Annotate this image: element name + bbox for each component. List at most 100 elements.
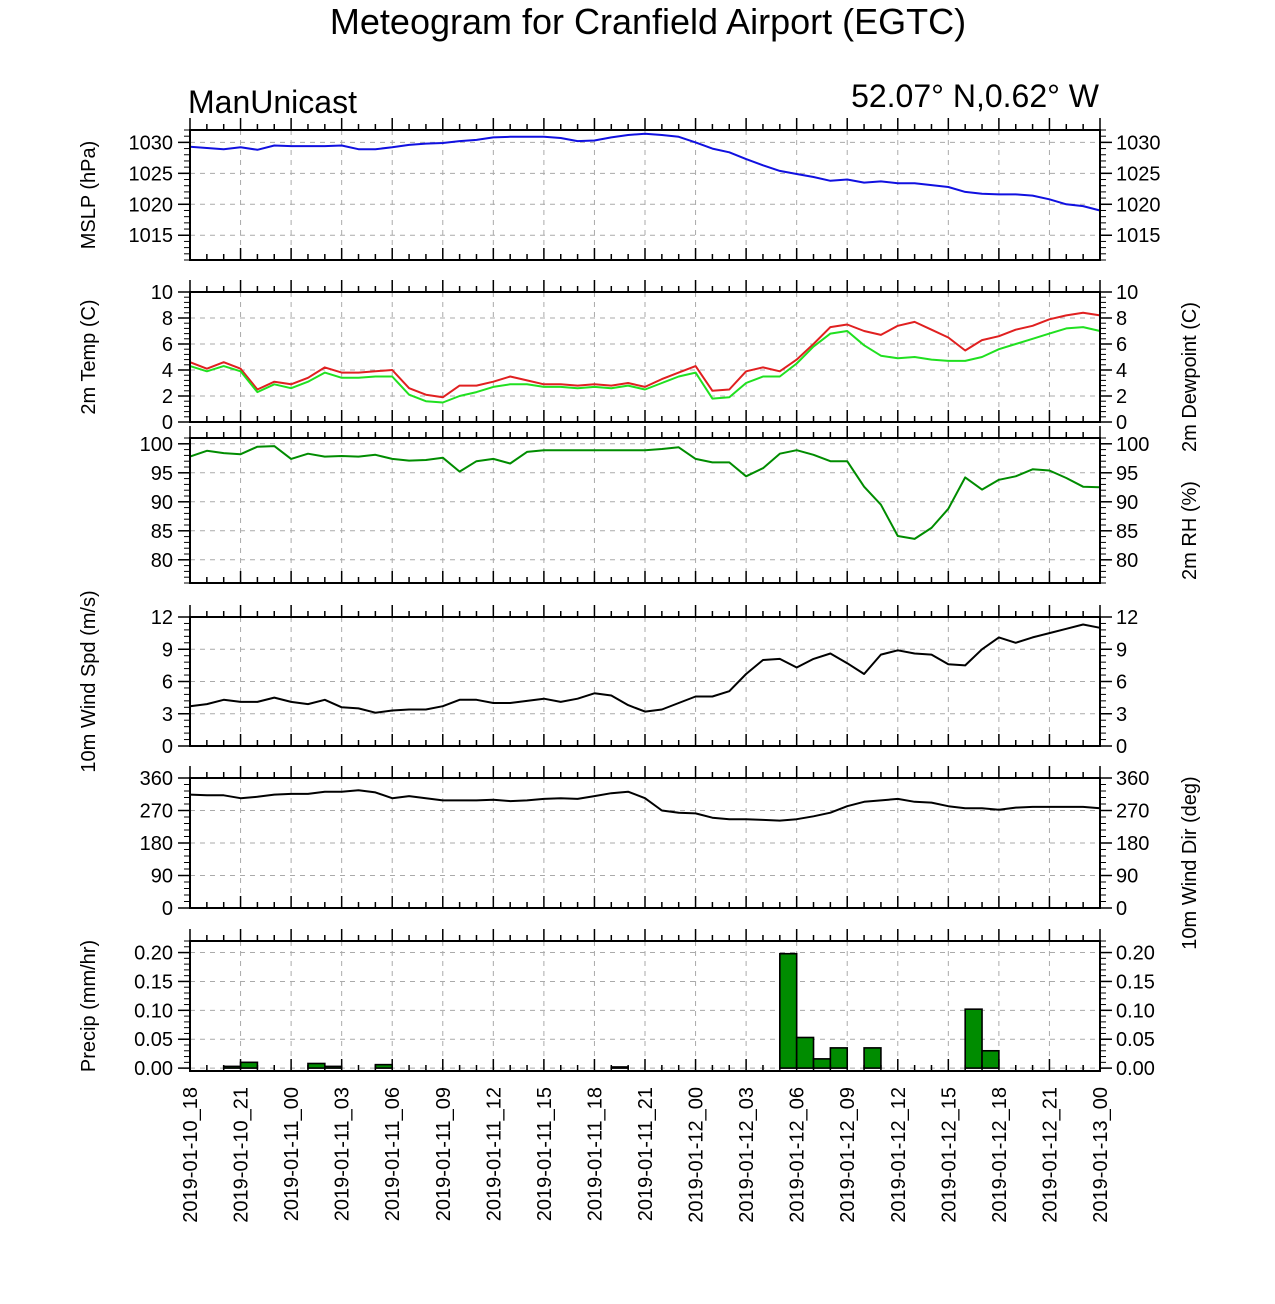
wind-line	[189, 623, 1101, 714]
y-tick-label-right: 270	[1116, 801, 1149, 823]
temp-line	[189, 311, 1101, 399]
y-tick-label-left: 0	[162, 736, 173, 758]
precip-bar	[964, 1008, 983, 1069]
y-tick-label-right: 0.00	[1116, 1058, 1155, 1080]
y-tick-label-left: 0.05	[134, 1029, 173, 1051]
y-axis-title-left: 10m Wind Spd (m/s)	[78, 590, 100, 772]
time-label: 2019-01-12_00	[686, 1087, 708, 1223]
y-tick-label-left: 12	[151, 607, 173, 629]
y-tick-label-right: 180	[1116, 833, 1149, 855]
y-axis-title-left: 2m Temp (C)	[78, 299, 100, 414]
y-tick-label-right: 0.20	[1116, 943, 1155, 965]
precip-bar	[829, 1047, 849, 1069]
y-tick-label-left: 90	[151, 866, 173, 888]
y-tick-label-left: 0.20	[134, 943, 173, 965]
time-label: 2019-01-11_00	[281, 1087, 303, 1221]
time-label: 2019-01-11_18	[584, 1087, 606, 1221]
precip-bar	[795, 1036, 815, 1069]
y-tick-label-right: 1020	[1116, 194, 1161, 216]
y-tick-label-right: 6	[1116, 672, 1127, 694]
y-tick-label-left: 1030	[129, 132, 174, 154]
time-label: 2019-01-11_12	[483, 1087, 505, 1221]
station-name: ManUnicast	[188, 84, 357, 120]
y-axis-title-right: 2m RH (%)	[1179, 481, 1201, 580]
y-tick-label-right: 360	[1116, 768, 1149, 790]
y-tick-label-right: 0	[1116, 736, 1127, 758]
y-tick-label-left: 2	[162, 386, 173, 408]
time-axis-labels: 2019-01-10_18 2019-01-10_21 2019-01-11_00 2…	[180, 1087, 1112, 1223]
y-tick-label-left: 85	[151, 521, 173, 543]
y-tick-label-right: 3	[1116, 704, 1127, 726]
y-tick-label-left: 80	[151, 550, 173, 572]
time-label: 2019-01-12_12	[888, 1087, 910, 1223]
dewpoint-line	[189, 326, 1101, 404]
precip-bar	[981, 1049, 1000, 1069]
y-tick-label-left: 6	[162, 334, 173, 356]
y-axis-title-right: 10m Wind Dir (deg)	[1179, 776, 1201, 949]
y-tick-label-left: 0	[162, 412, 173, 434]
y-axis-title-right: 2m Dewpoint (C)	[1179, 302, 1201, 452]
y-tick-label-left: 95	[151, 463, 173, 485]
precip-bar	[239, 1061, 259, 1069]
y-axis-title-left: Precip (mm/hr)	[78, 940, 100, 1072]
y-tick-label-left: 10	[151, 282, 173, 304]
time-label: 2019-01-12_03	[736, 1087, 758, 1223]
y-tick-label-left: 1020	[129, 194, 174, 216]
y-tick-label-left: 6	[162, 672, 173, 694]
y-tick-label-left: 4	[162, 360, 173, 382]
precip-bar	[779, 952, 798, 1069]
y-tick-label-right: 1015	[1116, 225, 1161, 247]
y-tick-label-right: 6	[1116, 334, 1127, 356]
panel-6: 0.00 0.00 0.05 0.05 0.10 0.10 0.15 0.15 0.20 0.20…	[78, 929, 1155, 1080]
y-tick-label-right: 1030	[1116, 132, 1161, 154]
station-coordinates: 52.07° N,0.62° W	[851, 78, 1100, 114]
y-tick-label-right: 0	[1116, 412, 1127, 434]
y-tick-label-left: 270	[140, 801, 173, 823]
time-label: 2019-01-11_06	[382, 1087, 404, 1221]
y-tick-label-right: 0.05	[1116, 1029, 1155, 1051]
time-label: 2019-01-11_03	[332, 1087, 354, 1221]
y-tick-label-right: 0.10	[1116, 1000, 1155, 1022]
precip-bar	[863, 1047, 882, 1069]
y-tick-label-right: 4	[1116, 360, 1127, 382]
y-tick-label-right: 90	[1116, 866, 1138, 888]
time-label: 2019-01-11_15	[534, 1087, 556, 1221]
rh-line	[189, 445, 1101, 540]
y-tick-label-right: 95	[1116, 463, 1138, 485]
panel-4: 0 0 3 3 6 6 9 9 12 12 10m Wind Spd (m/s)	[78, 590, 1138, 772]
mslp-line	[189, 132, 1101, 212]
time-label: 2019-01-12_21	[1039, 1087, 1061, 1223]
wind-line	[189, 789, 1101, 822]
time-label: 2019-01-11_09	[433, 1087, 455, 1221]
precip-bar	[610, 1066, 629, 1069]
y-tick-label-left: 180	[140, 833, 173, 855]
y-tick-label-right: 1025	[1116, 163, 1161, 185]
time-label: 2019-01-11_21	[635, 1087, 657, 1221]
y-tick-label-left: 360	[140, 768, 173, 790]
y-tick-label-left: 1025	[129, 163, 174, 185]
time-label: 2019-01-12_09	[837, 1087, 859, 1223]
time-label: 2019-01-13_00	[1090, 1087, 1112, 1223]
precip-bar	[812, 1058, 832, 1069]
time-label: 2019-01-12_18	[989, 1087, 1011, 1223]
y-tick-label-right: 100	[1116, 434, 1149, 456]
y-tick-label-right: 2	[1116, 386, 1127, 408]
y-tick-label-right: 85	[1116, 521, 1138, 543]
y-axis-title-left: MSLP (hPa)	[78, 141, 100, 250]
time-label: 2019-01-10_18	[180, 1087, 202, 1223]
y-tick-label-right: 0.15	[1116, 971, 1155, 993]
y-tick-label-left: 90	[151, 492, 173, 514]
time-label: 2019-01-10_21	[231, 1087, 253, 1223]
panel-5: 0 0 90 90 180 180 270 270 360 360 10m Wind Dir (de…	[140, 766, 1201, 950]
y-tick-label-left: 0	[162, 898, 173, 920]
y-tick-label-left: 1015	[129, 225, 174, 247]
precip-bar	[222, 1065, 242, 1069]
panel-1: 1015 1015 1020 1020 1025 1025 1030 1030 MSLP (hP…	[78, 118, 1161, 261]
time-label: 2019-01-12_15	[938, 1087, 960, 1223]
precip-bar	[374, 1063, 394, 1069]
y-tick-label-right: 8	[1116, 308, 1127, 330]
y-tick-label-left: 0.10	[134, 1000, 173, 1022]
